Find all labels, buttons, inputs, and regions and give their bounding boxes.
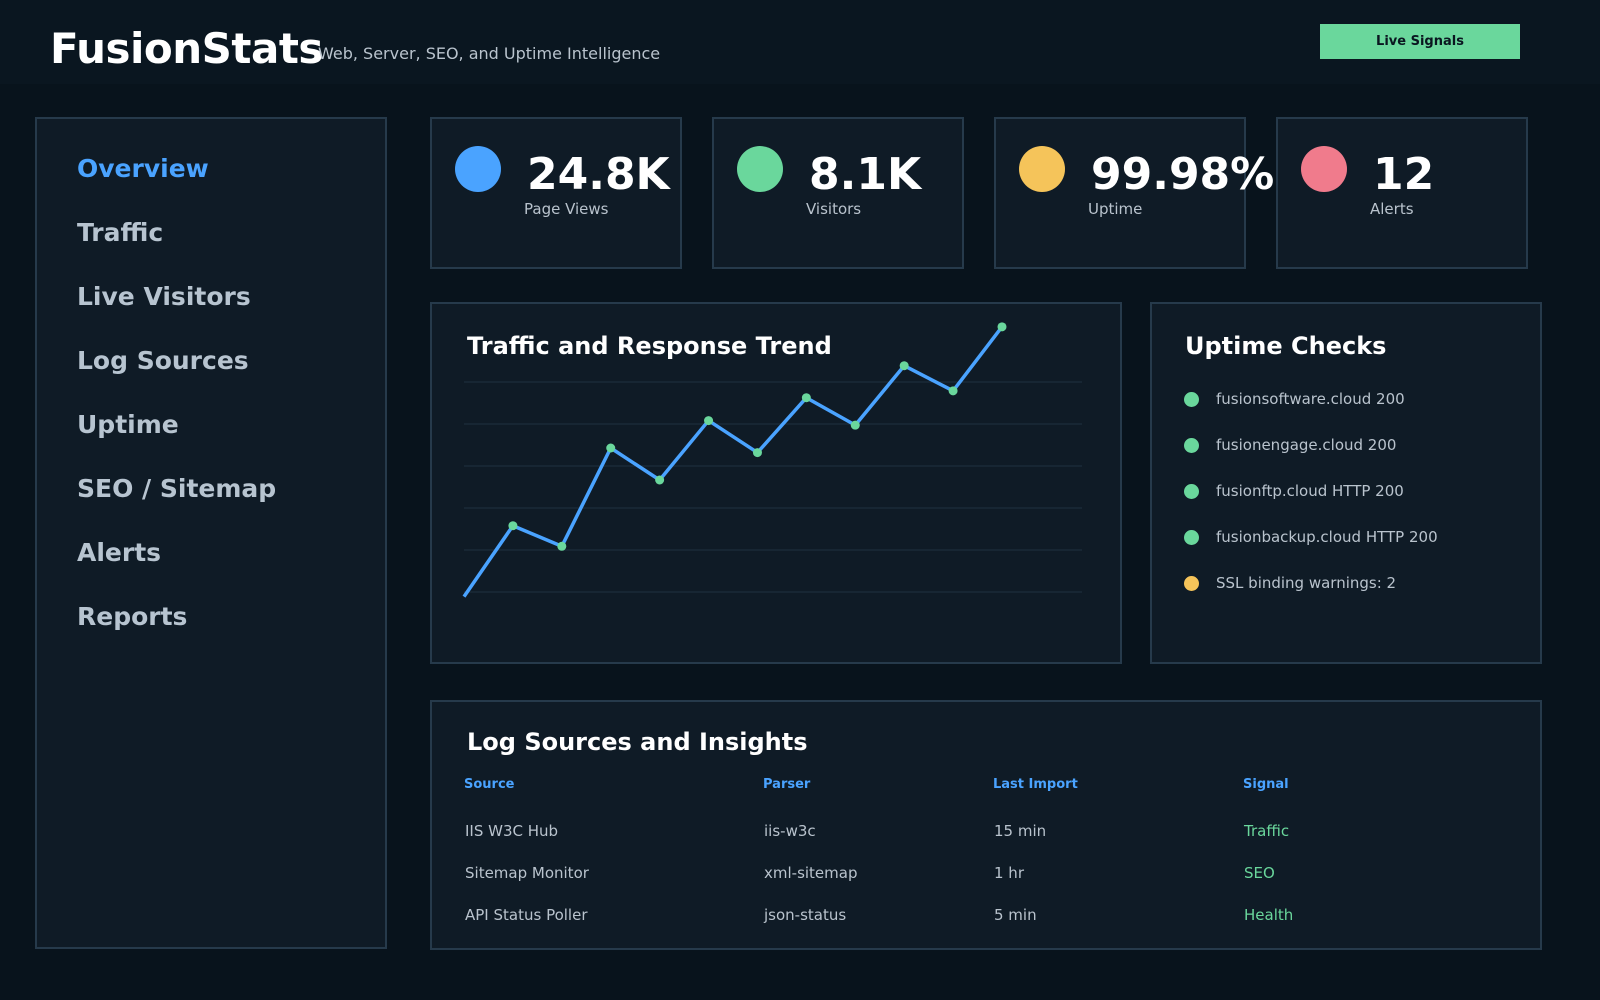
trend-panel: Traffic and Response Trend [430,302,1122,664]
uptime-check-text: fusionengage.cloud 200 [1216,436,1397,454]
column-header-signal: Signal [1243,777,1289,792]
cell-last-import: 5 min [994,906,1037,924]
cell-signal: Traffic [1244,822,1290,840]
app-tagline: Web, Server, SEO, and Uptime Intelligenc… [318,44,661,63]
stat-card-alerts: 12 Alerts [1276,117,1528,269]
cell-parser: xml-sitemap [764,864,858,882]
uptime-check-item: fusionftp.cloud HTTP 200 [1184,480,1404,502]
status-dot-icon [1184,391,1199,407]
uptime-checks-panel: Uptime Checks fusionsoftware.cloud 200 f… [1150,302,1542,664]
cell-last-import: 15 min [994,822,1047,840]
stat-label: Page Views [524,200,609,218]
chart-point [557,541,567,551]
cell-parser: iis-w3c [764,822,816,840]
trend-title: Traffic and Response Trend [467,332,832,360]
stat-dot-icon [1301,146,1347,192]
trend-chart [462,322,1082,598]
uptime-title: Uptime Checks [1185,332,1387,360]
stat-label: Visitors [806,200,862,218]
status-dot-icon [1184,575,1199,591]
uptime-check-item: SSL binding warnings: 2 [1184,572,1396,594]
chart-point [948,386,958,396]
sidebar-item-seo-sitemap[interactable]: SEO / Sitemap [77,474,277,503]
cell-source: IIS W3C Hub [465,822,559,840]
cell-signal: Health [1244,906,1294,924]
stat-dot-icon [737,146,783,192]
log-sources-panel: Log Sources and Insights Source Parser L… [430,700,1542,950]
stat-value: 12 [1373,149,1435,200]
stat-label: Uptime [1088,200,1143,218]
uptime-check-item: fusionsoftware.cloud 200 [1184,388,1405,410]
uptime-check-text: fusionsoftware.cloud 200 [1216,390,1405,408]
stat-dot-icon [1019,146,1065,192]
uptime-check-item: fusionengage.cloud 200 [1184,434,1396,456]
status-dot-icon [1184,437,1199,453]
chart-point [899,361,909,371]
column-header-source: Source [464,777,515,792]
stat-label: Alerts [1370,200,1414,218]
uptime-check-item: fusionbackup.cloud HTTP 200 [1184,526,1438,548]
chart-point [606,443,616,453]
cell-source: API Status Poller [465,906,588,924]
sidebar-item-overview[interactable]: Overview [77,154,209,183]
sidebar: Overview Traffic Live Visitors Log Sourc… [35,117,387,949]
app-title: FusionStats [50,24,323,73]
top-bar: FusionStats Web, Server, SEO, and Uptime… [0,0,1600,84]
sidebar-item-traffic[interactable]: Traffic [77,218,164,247]
chart-point [704,416,714,426]
sidebar-item-live-visitors[interactable]: Live Visitors [77,282,251,311]
chart-point [801,393,811,403]
sidebar-item-reports[interactable]: Reports [77,602,188,631]
chart-point [508,521,518,531]
sidebar-item-alerts[interactable]: Alerts [77,538,162,567]
column-header-last-import: Last Import [993,777,1078,792]
chart-point [752,448,762,458]
column-header-parser: Parser [763,777,811,792]
uptime-check-text: fusionftp.cloud HTTP 200 [1216,482,1404,500]
uptime-check-text: SSL binding warnings: 2 [1216,574,1397,592]
stat-value: 8.1K [809,149,922,200]
cell-source: Sitemap Monitor [465,864,589,882]
chart-series-line [462,325,1004,598]
chart-point [850,420,860,430]
stat-card-visitors: 8.1K Visitors [712,117,964,269]
stat-card-page-views: 24.8K Page Views [430,117,682,269]
cell-signal: SEO [1244,864,1275,882]
stat-value: 24.8K [527,149,670,200]
stat-value: 99.98% [1091,149,1275,200]
live-signals-button[interactable]: Live Signals [1320,24,1520,59]
sidebar-item-uptime[interactable]: Uptime [77,410,179,439]
sidebar-item-log-sources[interactable]: Log Sources [77,346,249,375]
status-dot-icon [1184,529,1199,545]
chart-point [655,475,665,485]
log-sources-title: Log Sources and Insights [467,728,808,756]
uptime-check-text: fusionbackup.cloud HTTP 200 [1216,528,1438,546]
stat-card-uptime: 99.98% Uptime [994,117,1274,269]
stat-dot-icon [455,146,501,192]
status-dot-icon [1184,483,1199,499]
chart-point [997,322,1007,332]
cell-last-import: 1 hr [994,864,1024,882]
cell-parser: json-status [764,906,847,924]
